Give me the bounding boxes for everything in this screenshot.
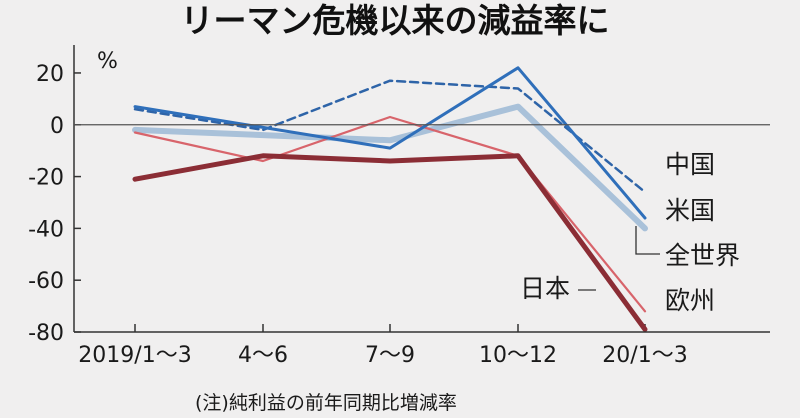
x-axis: 2019/1～3 4～6 7～9 10～12 20/1～3 <box>78 324 688 368</box>
series-line-中国 <box>133 79 647 194</box>
series-lines <box>132 66 648 332</box>
y-tick-label: 0 <box>50 114 64 139</box>
x-tick-label: 4～6 <box>238 343 288 368</box>
x-tick-label: 20/1～3 <box>602 343 687 368</box>
series-line-欧州 <box>133 115 647 313</box>
x-tick-label: 2019/1～3 <box>78 343 191 368</box>
y-axis: 20 0 -20 -40 -60 -80 <box>28 62 81 346</box>
y-axis-unit: % <box>97 49 118 74</box>
y-tick-label: -60 <box>28 269 64 294</box>
series-label-中国: 中国 <box>665 150 715 179</box>
y-tick-label: -20 <box>28 166 64 191</box>
x-tick-label: 10～12 <box>479 343 557 368</box>
y-tick-label: 20 <box>36 62 64 87</box>
series-label-全世界: 全世界 <box>665 241 740 270</box>
label-leader-全世界 <box>635 226 660 255</box>
series-line-全世界 <box>132 103 648 232</box>
series-label-米国: 米国 <box>665 196 715 225</box>
chart-note: (注)純利益の前年同期比増減率 <box>195 392 457 414</box>
x-tick-label: 7～9 <box>365 343 415 368</box>
y-tick-label: -80 <box>28 321 64 346</box>
series-line-日本 <box>132 153 648 332</box>
plot-area: 20 0 -20 -40 -60 -80 2019/1～3 4～6 7～9 10～12 20/1～… <box>28 45 770 368</box>
series-label-欧州: 欧州 <box>665 286 715 315</box>
y-tick-label: -40 <box>28 217 64 242</box>
series-line-米国 <box>133 66 647 220</box>
series-label-日本: 日本 <box>520 274 570 303</box>
chart-title: リーマン危機以来の減益率に <box>181 1 610 40</box>
